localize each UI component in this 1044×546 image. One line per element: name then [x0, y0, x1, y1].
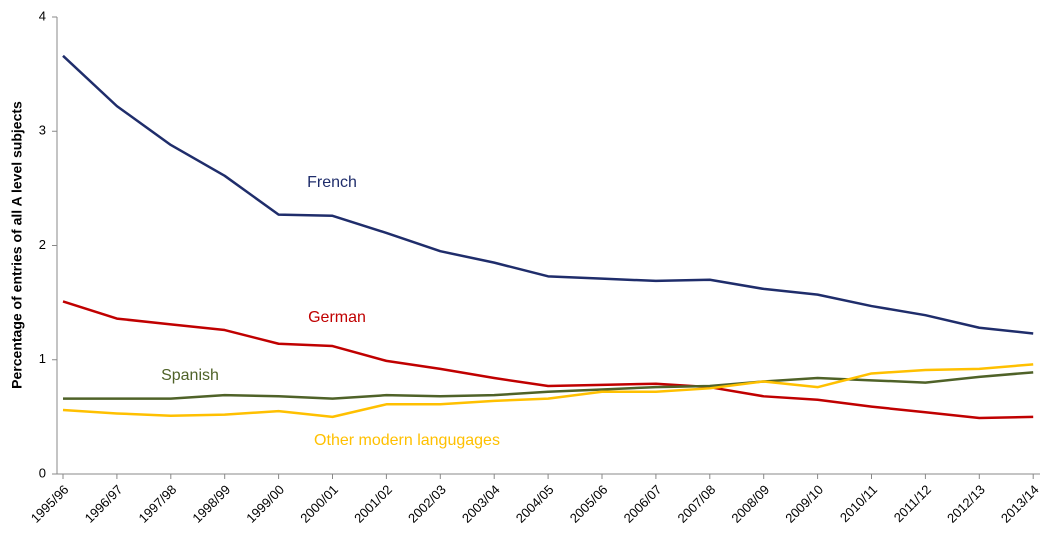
- series-label: Spanish: [161, 367, 219, 384]
- x-tick-label: 2009/10: [782, 482, 826, 526]
- x-tick-label: 1996/97: [82, 482, 126, 526]
- y-tick-label: 0: [39, 465, 46, 480]
- x-tick-label: 2013/14: [998, 482, 1042, 526]
- x-tick-label: 1995/96: [28, 482, 72, 526]
- x-tick-label: 1999/00: [243, 482, 287, 526]
- y-axis-title: Percentage of entries of all A level sub…: [9, 101, 25, 389]
- x-tick-label: 2006/07: [621, 482, 665, 526]
- x-tick-label: 2011/12: [891, 482, 934, 525]
- series-label: Other modern langugages: [314, 432, 500, 449]
- series-label: German: [308, 309, 366, 326]
- series-line: [62, 300, 1034, 420]
- x-tick-label: 2005/06: [567, 482, 611, 526]
- series-label: French: [307, 174, 357, 191]
- x-tick-label: 2002/03: [405, 482, 449, 526]
- y-tick-label: 1: [39, 351, 46, 366]
- y-tick-label: 4: [39, 8, 46, 23]
- y-tick-label: 2: [39, 237, 46, 252]
- x-tick-label: 2012/13: [944, 482, 988, 526]
- x-tick-label: 2004/05: [513, 482, 557, 526]
- x-tick-label: 2000/01: [297, 482, 341, 526]
- x-tick-label: 2007/08: [675, 482, 719, 526]
- x-tick-label: 2008/09: [728, 482, 772, 526]
- x-tick-label: 1998/99: [189, 482, 233, 526]
- x-tick-label: 2001/02: [351, 482, 395, 526]
- series-line: [63, 371, 1034, 400]
- y-tick-label: 3: [39, 123, 46, 138]
- series-line: [62, 54, 1034, 335]
- x-tick-label: 2003/04: [459, 482, 503, 526]
- series-line: [62, 363, 1034, 419]
- x-tick-label: 2010/11: [837, 482, 880, 525]
- x-tick-label: 1997/98: [136, 482, 180, 526]
